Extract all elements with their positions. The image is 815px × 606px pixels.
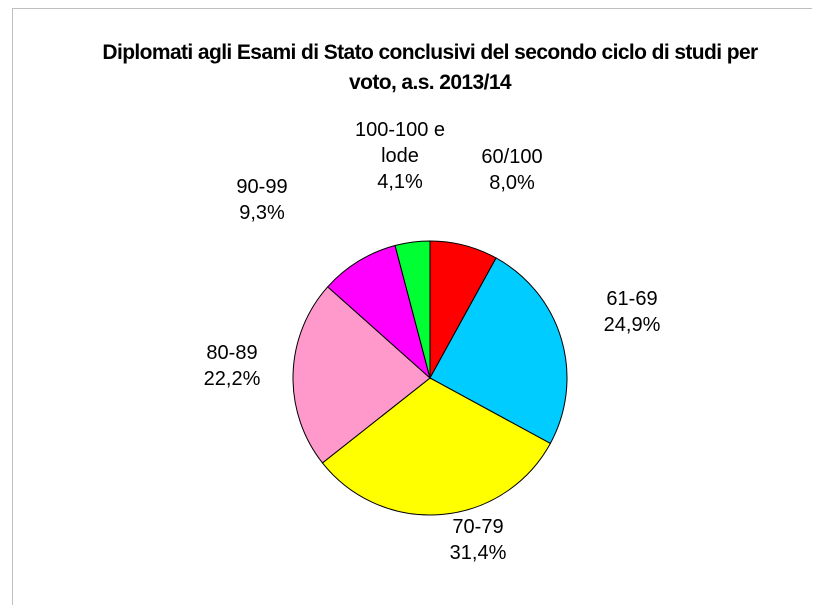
pie-slice [429,257,568,445]
category-label: 60/100 [481,146,543,168]
category-label: 80-89 [206,342,258,364]
slice-label: 61-69 24,9% [582,286,682,338]
slice-label: 60/100 8,0% [462,144,562,196]
slice-label: 100-100 e lode 4,1% [345,117,455,195]
value-label: 22,2% [203,368,261,390]
value-label: 31,4% [449,542,507,564]
slice-label: 90-99 9,3% [212,174,312,226]
slice-label: 80-89 22,2% [182,340,282,392]
category-label: 90-99 [236,176,288,198]
value-label: 9,3% [239,202,285,224]
chart-frame [12,8,812,605]
category-label: 61-69 [606,288,658,310]
category-label: 70-79 [452,516,504,538]
value-label: 4,1% [377,171,423,193]
value-label: 24,9% [603,314,661,336]
chart-title: Diplomati agli Esami di Stato conclusivi… [102,41,758,94]
pie-slice [394,240,431,379]
value-label: 8,0% [489,172,535,194]
pie-slice [292,286,431,464]
slice-label: 70-79 31,4% [428,514,528,566]
pie-slice [327,244,431,380]
category-label: 100-100 e lode [354,119,446,167]
pie-slice [321,377,552,516]
